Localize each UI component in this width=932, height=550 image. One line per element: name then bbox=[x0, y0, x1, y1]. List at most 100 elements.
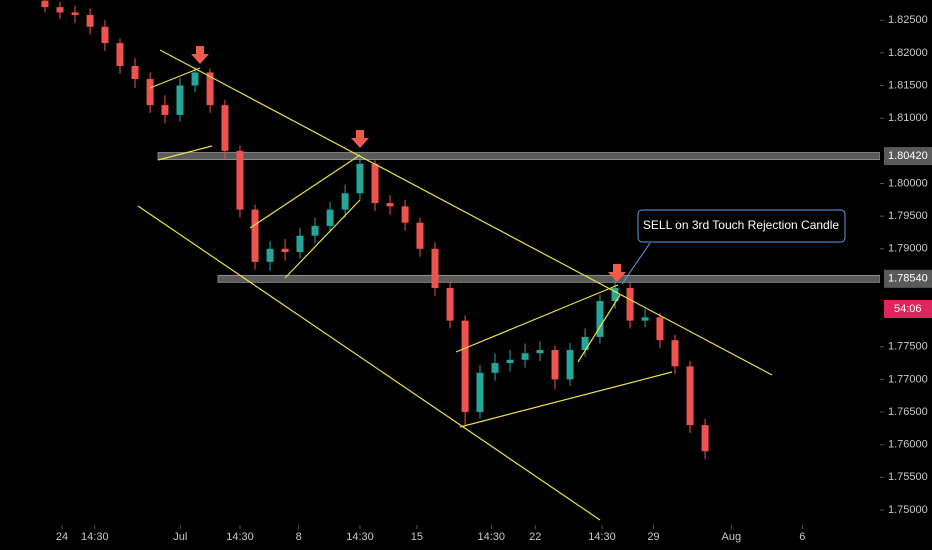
level-band bbox=[217, 274, 881, 283]
candle-body bbox=[296, 235, 304, 253]
candle-body bbox=[191, 72, 199, 86]
arrow bbox=[351, 130, 369, 148]
candle-body bbox=[56, 7, 64, 13]
candle-body bbox=[281, 248, 289, 253]
candle-body bbox=[551, 350, 559, 380]
countdown-box bbox=[884, 300, 932, 318]
arrows bbox=[191, 46, 626, 282]
x-tick-label: Aug bbox=[721, 531, 741, 543]
candle-body bbox=[521, 353, 529, 360]
y-tick-label: 1.76500 bbox=[888, 406, 928, 418]
level-tag bbox=[884, 269, 932, 288]
candle-body bbox=[311, 225, 319, 236]
candle-body bbox=[116, 43, 124, 66]
candle-body bbox=[641, 317, 649, 321]
x-tick-label: 14:30 bbox=[588, 531, 616, 543]
level-label: 1.78540 bbox=[888, 273, 928, 285]
trend-lines bbox=[137, 49, 773, 521]
y-tick-label: 1.75000 bbox=[888, 504, 928, 516]
countdown: 54:06 bbox=[894, 303, 922, 315]
candle-body bbox=[86, 15, 94, 27]
x-tick-label: 6 bbox=[799, 531, 805, 543]
candle-body bbox=[596, 301, 604, 337]
candle-body bbox=[176, 85, 184, 115]
y-tick-label: 1.81000 bbox=[888, 112, 928, 124]
candle-body bbox=[101, 26, 109, 44]
x-tick-label: 15 bbox=[411, 531, 423, 543]
x-tick-label: 24 bbox=[56, 531, 68, 543]
trend-line bbox=[157, 145, 213, 161]
x-tick-label: 29 bbox=[647, 531, 659, 543]
callout bbox=[637, 209, 846, 243]
candle-body bbox=[581, 336, 589, 350]
y-tick-label: 1.79000 bbox=[888, 243, 928, 255]
candles bbox=[41, 0, 709, 460]
candle-body bbox=[476, 372, 484, 413]
x-tick-label: 14:30 bbox=[478, 531, 506, 543]
y-tick-label: 1.79500 bbox=[888, 210, 928, 222]
trend-line bbox=[137, 205, 601, 521]
candle-body bbox=[221, 105, 229, 151]
y-tick-label: 1.80000 bbox=[888, 177, 928, 189]
callout-pointer bbox=[621, 242, 651, 285]
y-tick-label: 1.77500 bbox=[888, 341, 928, 353]
candle-body bbox=[671, 340, 679, 367]
price-axis bbox=[880, 0, 932, 525]
candle-body bbox=[536, 350, 544, 354]
candle-body bbox=[71, 12, 79, 16]
arrow bbox=[191, 46, 209, 64]
trend-line bbox=[284, 199, 361, 279]
candle-body bbox=[446, 287, 454, 321]
candle-body bbox=[146, 79, 154, 106]
level-label: 1.80420 bbox=[888, 150, 928, 162]
candle-body bbox=[236, 150, 244, 210]
candle-body bbox=[416, 222, 424, 249]
candle-body bbox=[701, 425, 709, 452]
x-axis: 24 14:30 Jul 14:30 8 14:30 15 14:30 22 14:30 29 Aug… bbox=[56, 525, 805, 543]
y-tick-label: 1.81500 bbox=[888, 79, 928, 91]
candle-body bbox=[431, 248, 439, 288]
x-tick-label: 14:30 bbox=[81, 531, 109, 543]
y-tick-label: 1.77000 bbox=[888, 373, 928, 385]
candle-body bbox=[506, 359, 514, 364]
candle-body bbox=[356, 163, 364, 194]
candle-body bbox=[41, 0, 49, 8]
x-tick-label: 8 bbox=[296, 531, 302, 543]
candle-body bbox=[326, 209, 334, 226]
candle-body bbox=[626, 287, 634, 321]
y-axis: 1.80420 1.78540 1.82500 1.82000 1.81500 1.810… bbox=[880, 14, 932, 516]
x-tick-label: 14:30 bbox=[346, 531, 374, 543]
trend-line bbox=[149, 67, 201, 89]
candle-body bbox=[656, 317, 664, 341]
callout-text: SELL on 3rd Touch Rejection Candle bbox=[643, 218, 839, 232]
candle-body bbox=[371, 163, 379, 204]
candle-body bbox=[401, 206, 409, 223]
candle-body bbox=[206, 72, 214, 106]
x-tick-label: 22 bbox=[529, 531, 541, 543]
candle-body bbox=[566, 350, 574, 380]
candle-body bbox=[341, 193, 349, 210]
candle-body bbox=[686, 366, 694, 426]
y-tick-label: 1.76000 bbox=[888, 439, 928, 451]
candle-body bbox=[266, 248, 274, 262]
candle-body bbox=[386, 203, 394, 207]
arrow bbox=[608, 264, 626, 282]
y-tick-label: 1.75500 bbox=[888, 471, 928, 483]
trend-line bbox=[459, 371, 673, 428]
y-tick-label: 1.82000 bbox=[888, 47, 928, 59]
candle-body bbox=[251, 209, 259, 262]
candle-body bbox=[461, 320, 469, 413]
trend-line bbox=[577, 294, 621, 363]
candle-body bbox=[161, 105, 169, 115]
candle-body bbox=[491, 363, 499, 373]
trend-line bbox=[455, 284, 619, 353]
x-tick-label: 14:30 bbox=[226, 531, 254, 543]
candle-body bbox=[611, 287, 619, 302]
level-tag bbox=[884, 147, 932, 166]
trend-line bbox=[159, 49, 773, 376]
y-tick-label: 1.82500 bbox=[888, 14, 928, 26]
x-tick-label: Jul bbox=[173, 531, 187, 543]
level-band bbox=[157, 152, 881, 160]
trend-line bbox=[249, 154, 361, 229]
